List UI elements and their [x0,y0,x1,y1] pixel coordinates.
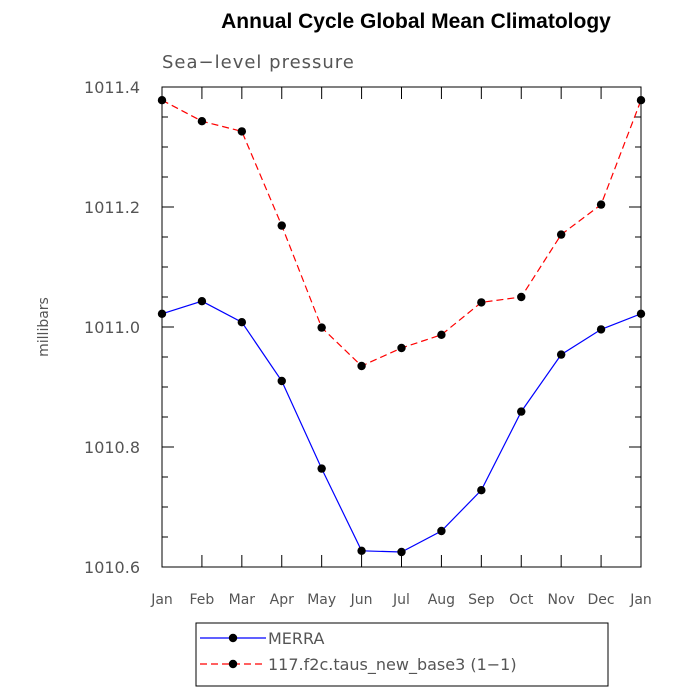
y-tick-label: 1010.8 [84,438,140,457]
series-2-point [477,298,486,307]
series-2-point [636,96,646,105]
series-1-point [477,486,486,495]
x-tick-label: Nov [548,592,575,608]
series-1-point [197,297,207,306]
legend-label-1: MERRA [268,629,325,648]
x-tick-label: Oct [509,592,534,608]
legend-label-2: 117.f2c.taus_new_base3 (1−1) [268,655,517,675]
chart-subtitle: Sea−level pressure [162,52,355,73]
x-tick-label: Jul [392,592,410,608]
y-tick-label: 1011.0 [84,318,140,337]
series-1-point [397,547,406,557]
series-1-point [237,318,247,327]
series-1-point [317,464,326,473]
x-tick-label: Jan [629,592,652,608]
series-layer [157,96,646,557]
x-tick-label: Jan [150,592,173,608]
x-tick-label: Sep [468,592,495,608]
series-2-point [596,200,606,209]
x-tick-label: Aug [428,592,455,608]
series-1-point [517,407,526,416]
series-2-point [157,96,167,105]
series-1-point [157,309,167,318]
series-2-point [197,117,207,126]
series-1-point [437,526,446,536]
legend: MERRA 117.f2c.taus_new_base3 (1−1) [195,622,609,687]
series-2-point [277,221,286,230]
y-tick-label: 1010.6 [84,558,140,577]
legend-marker-1 [228,633,238,643]
series-2-point [517,292,526,302]
series-1-point [556,350,566,359]
x-tick-label: Feb [190,592,215,608]
y-axis-ticks: 1010.6 1010.8 1011.0 1011.2 1011.4 [84,78,641,577]
series-1-point [277,376,286,386]
x-tick-label: Jun [350,592,373,608]
x-tick-label: Mar [229,592,256,608]
legend-box [195,622,609,687]
series-line-2 [161,99,642,367]
series-2-point [317,323,326,332]
x-tick-label: May [307,592,336,608]
y-tick-label: 1011.2 [84,198,140,217]
y-tick-label: 1011.4 [84,78,140,97]
x-tick-label: Apr [270,592,294,608]
series-2-point [357,361,366,371]
series-2-point [237,127,247,136]
series-1-point [636,309,646,318]
x-axis-ticks: Jan Feb Mar Apr May Jun Jul Aug Sep Oct Nov Dec Jan [150,87,652,608]
legend-marker-2 [228,659,238,669]
series-line-1 [161,300,642,553]
series-1-point [357,546,366,555]
series-1-point [596,325,606,334]
plot-frame [161,86,642,568]
series-2-point [437,330,446,339]
series-2-point [556,230,566,239]
series-2-point [397,343,406,353]
x-tick-label: Dec [588,592,615,608]
y-axis-label: millibars [36,297,52,357]
chart-title: Annual Cycle Global Mean Climatology [221,10,611,33]
